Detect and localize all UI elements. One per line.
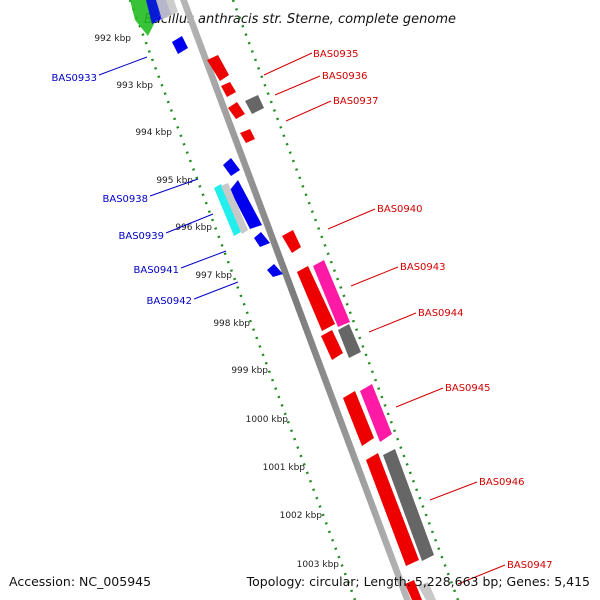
gene-label: BAS0943 [400,262,446,273]
map-title: Bacillus anthracis str. Sterne, complete… [144,12,456,27]
label-leader [165,213,214,234]
gene-label: BAS0935 [313,49,359,60]
cds-feature [405,580,422,600]
kbp-tick-label: 996 kbp [175,223,212,233]
gene-label: BAS0939 [119,231,165,242]
gene-label: BAS0940 [377,204,423,215]
cds-feature [418,582,436,600]
kbp-tick-label: 992 kbp [94,34,131,44]
cds-feature [282,230,301,253]
label-leader [180,250,227,269]
kbp-tick-label: 993 kbp [116,81,153,91]
gene-label: BAS0941 [134,265,180,276]
label-leader [285,100,332,122]
label-leader [149,178,199,197]
cds-feature [338,324,361,358]
gene-label: BAS0945 [445,383,491,394]
gene-label: BAS0933 [52,73,98,84]
kbp-tick-label: 998 kbp [213,319,250,329]
cds-feature [221,183,248,234]
label-leader [429,481,478,501]
cds-feature [223,158,240,176]
gene-label: BAS0938 [103,194,149,205]
cds-feature [230,180,262,229]
cds-feature [321,330,343,360]
kbp-tick-label: 1002 kbp [280,511,323,521]
cds-feature [245,95,264,114]
label-leader [274,75,321,96]
cds-feature [221,82,236,97]
cds-feature [156,0,178,20]
cds-feature [214,184,241,236]
gene-label: BAS0936 [322,71,368,82]
cds-feature [313,260,350,327]
label-leader [263,52,313,76]
cds-feature [267,264,283,277]
label-leader [193,281,239,300]
label-leader [327,208,376,230]
gene-label: BAS0947 [507,560,553,571]
kbp-tick-label: 997 kbp [195,271,232,281]
cds-feature [343,391,374,446]
cds-feature [366,453,419,566]
cds-feature [228,102,245,119]
cds-feature [240,129,255,143]
kbp-tick-label: 1001 kbp [263,463,306,473]
kbp-tick-label: 1003 kbp [297,560,340,570]
gene-ring-line [231,0,460,600]
cds-feature [207,55,229,81]
cds-feature [172,36,188,54]
kbp-tick-label: 995 kbp [156,176,193,186]
gene-label: BAS0937 [333,96,379,107]
cds-feature [383,449,434,561]
accession-label: Accession: NC_005945 [9,574,152,589]
label-leader [350,266,399,287]
cds-feature [360,384,392,442]
topology-label: Topology: circular; Length: 5,228,663 bp… [246,574,590,589]
kbp-tick-label: 994 kbp [135,128,172,138]
label-leader [368,312,417,333]
cds-feature [254,232,270,247]
kbp-tick-label: 999 kbp [231,366,268,376]
cds-feature [297,266,335,331]
label-leader [457,564,506,585]
label-leader [395,387,444,408]
gene-label: BAS0942 [147,296,193,307]
gene-label: BAS0946 [479,477,525,488]
genome-backbone [180,0,411,600]
label-leader [98,56,148,76]
kbp-tick-label: 1000 kbp [246,415,289,425]
gene-label: BAS0944 [418,308,464,319]
